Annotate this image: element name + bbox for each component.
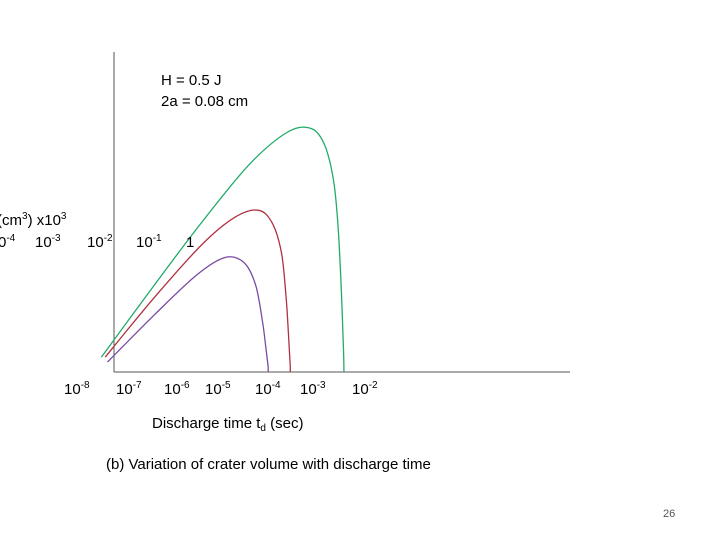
y-axis-label: (cm3) x103 — [0, 211, 67, 230]
x-tick-label: 10-5 — [205, 380, 231, 399]
y-tick-label: 10-2 — [87, 233, 113, 252]
x-tick-label: 10-6 — [164, 380, 190, 399]
chart-title-line: H = 0.5 J — [161, 72, 222, 89]
y-tick-label: 10-1 — [136, 233, 162, 252]
y-tick-label: 1 — [186, 234, 195, 251]
x-tick-label: 10-3 — [300, 380, 326, 399]
series-line-2 — [104, 209, 291, 372]
page-number: 26 — [663, 508, 676, 520]
figure-caption: (b) Variation of crater volume with disc… — [106, 456, 431, 473]
x-tick-label: 10-2 — [352, 380, 378, 399]
y-tick-label: 10-3 — [35, 233, 61, 252]
x-tick-label: 10-7 — [116, 380, 142, 399]
y-tick-label: 0-4 — [0, 233, 16, 252]
series-line-1 — [100, 126, 345, 372]
x-tick-label: 10-4 — [255, 380, 281, 399]
x-tick-label: 10-8 — [64, 380, 90, 399]
series-line-3 — [107, 256, 269, 372]
x-axis-label: Discharge time td (sec) — [152, 415, 304, 434]
chart-title-line: 2a = 0.08 cm — [161, 93, 249, 110]
